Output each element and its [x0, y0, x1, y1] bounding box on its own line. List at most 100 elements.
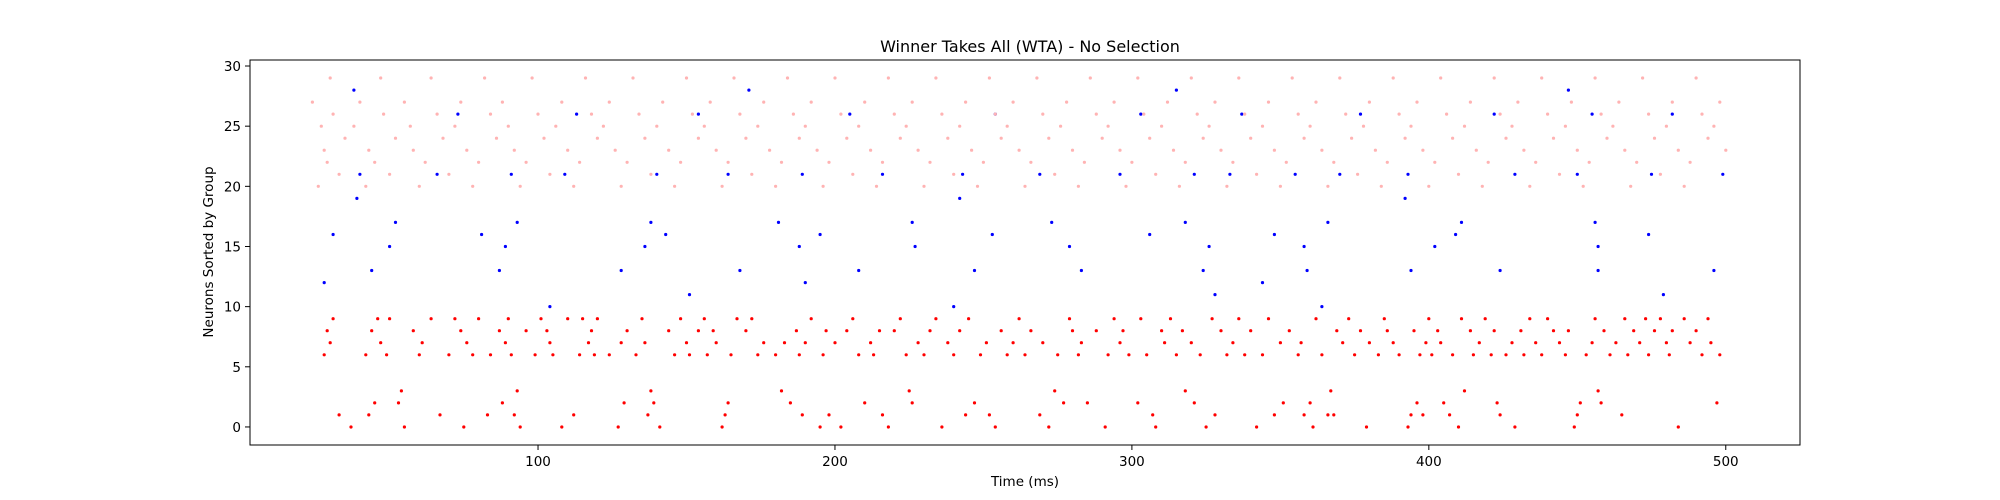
spike-point	[1688, 341, 1692, 345]
spike-point	[987, 76, 992, 80]
spike-point	[1361, 124, 1366, 128]
spike-point	[1174, 88, 1178, 92]
spike-point	[1415, 100, 1419, 104]
spike-point	[1038, 172, 1042, 176]
spike-point	[1281, 401, 1285, 405]
spike-point	[679, 317, 683, 321]
spike-point	[1070, 329, 1075, 333]
spike-point	[533, 353, 537, 357]
y-axis: 0 5 10 15 20 25 30	[224, 59, 250, 436]
spike-point	[863, 100, 867, 104]
spike-point	[756, 353, 760, 357]
spike-point	[607, 353, 611, 357]
spike-point	[1056, 353, 1060, 357]
spike-point	[898, 317, 902, 321]
spike-point	[1575, 413, 1579, 417]
spike-point	[1207, 244, 1211, 249]
spike-point	[1498, 268, 1502, 273]
spike-point	[1623, 148, 1627, 152]
spike-point	[337, 413, 341, 417]
spike-point	[328, 76, 332, 80]
spike-point	[494, 136, 499, 140]
spike-point	[815, 148, 819, 152]
spike-point	[518, 184, 522, 188]
spike-point	[337, 172, 341, 176]
spike-point	[972, 268, 977, 273]
spike-point	[1715, 401, 1719, 405]
spike-point	[1326, 184, 1330, 188]
spike-point	[975, 184, 980, 188]
spike-point	[1094, 329, 1098, 333]
spike-point	[1522, 148, 1526, 152]
spike-point	[880, 413, 885, 417]
spike-point	[946, 136, 950, 140]
spike-point	[1546, 317, 1550, 321]
spike-point	[1658, 317, 1662, 321]
spike-point	[1121, 329, 1125, 333]
spike-point	[370, 268, 374, 273]
spike-point	[548, 341, 552, 345]
spike-point	[1320, 353, 1324, 357]
spike-point	[563, 172, 567, 176]
spike-point	[972, 401, 977, 405]
spike-point	[714, 148, 718, 152]
spike-point	[1356, 172, 1360, 176]
y-tick-label: 30	[224, 59, 241, 75]
spike-point	[1130, 160, 1134, 164]
spike-point	[750, 317, 754, 321]
spike-point	[497, 268, 501, 273]
spike-point	[1519, 329, 1523, 333]
spike-point	[1344, 112, 1348, 116]
spike-point	[1347, 317, 1351, 321]
spike-point	[1195, 112, 1199, 116]
spike-point	[1364, 425, 1369, 429]
spike-point	[447, 353, 451, 357]
spike-point	[1676, 148, 1680, 152]
spike-point	[993, 425, 997, 429]
spike-point	[539, 317, 543, 321]
y-tick-label: 20	[224, 179, 241, 195]
spike-point	[1468, 329, 1472, 333]
spike-point	[1504, 136, 1508, 140]
spike-point	[1201, 268, 1205, 273]
spike-point	[1231, 341, 1235, 345]
spike-point	[940, 112, 944, 116]
spike-point	[503, 341, 507, 345]
spike-point	[1373, 148, 1377, 152]
spike-point	[1358, 112, 1363, 116]
spike-point	[581, 317, 585, 321]
spike-point	[1183, 220, 1187, 224]
spike-point	[1231, 160, 1235, 164]
spike-point	[1296, 112, 1300, 116]
spike-point	[435, 172, 439, 176]
plot-area-frame	[249, 59, 1801, 446]
spike-point	[343, 136, 347, 140]
spike-point	[1065, 100, 1069, 104]
spike-point	[607, 100, 611, 104]
spike-point	[1272, 232, 1276, 237]
spike-point	[1177, 184, 1181, 188]
spike-point	[1706, 136, 1710, 140]
spike-point	[1329, 389, 1333, 393]
spike-point	[987, 413, 992, 417]
spike-point	[1664, 341, 1668, 345]
spike-point	[358, 100, 362, 104]
spike-point	[367, 413, 371, 417]
spike-point	[1599, 401, 1603, 405]
spike-point	[1240, 112, 1244, 116]
spike-point	[331, 232, 335, 237]
spike-point	[462, 425, 466, 429]
spike-point	[1421, 148, 1425, 152]
spike-point	[687, 293, 692, 297]
spike-point	[509, 172, 513, 176]
spike-point	[1617, 100, 1621, 104]
spike-point	[1183, 160, 1187, 164]
spike-point	[1599, 112, 1603, 116]
spike-point	[589, 112, 594, 116]
spike-point	[373, 160, 377, 164]
spike-point	[518, 425, 522, 429]
spike-point	[1451, 353, 1455, 357]
spike-point	[1151, 413, 1155, 417]
spike-point	[1462, 389, 1467, 393]
